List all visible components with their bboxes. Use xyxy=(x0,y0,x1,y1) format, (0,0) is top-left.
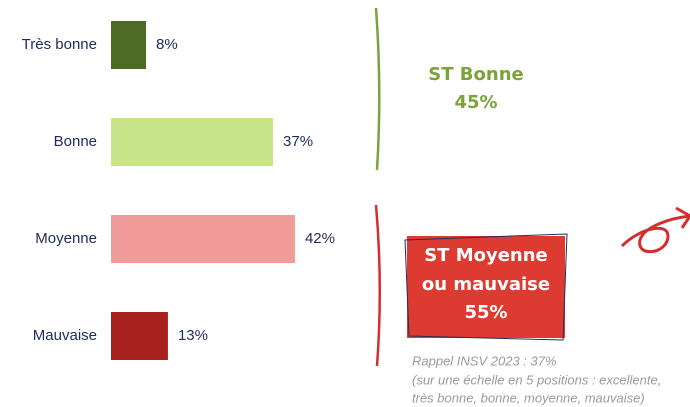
note: Rappel INSV 2023 : 37% xyxy=(412,353,557,368)
value-label: 13% xyxy=(178,327,208,344)
note: très bonne, bonne, moyenne, mauvaise) xyxy=(412,390,645,405)
bar xyxy=(111,312,168,360)
value-label: 42% xyxy=(305,230,335,247)
category-label: Bonne xyxy=(54,133,97,150)
bracket-bad xyxy=(374,204,382,367)
swirl-arrow xyxy=(620,206,690,254)
good-label: ST Bonne xyxy=(428,64,523,85)
bar xyxy=(111,215,295,263)
category-label: Moyenne xyxy=(35,230,97,247)
category-label: Mauvaise xyxy=(33,327,97,344)
bracket-good xyxy=(374,7,381,171)
category-label: Très bonne xyxy=(22,36,97,53)
note: (sur une échelle en 5 positions : excell… xyxy=(412,372,661,387)
bad-value: 55% xyxy=(464,302,507,323)
bad-box-outline xyxy=(404,233,568,341)
value-label: 8% xyxy=(156,36,178,53)
bad-label: ou mauvaise xyxy=(422,274,550,295)
value-label: 37% xyxy=(283,133,313,150)
bar xyxy=(111,118,274,166)
bad-label: ST Moyenne xyxy=(424,245,548,266)
bar xyxy=(111,21,147,69)
bad-box xyxy=(407,236,565,338)
good-value: 45% xyxy=(454,92,497,113)
